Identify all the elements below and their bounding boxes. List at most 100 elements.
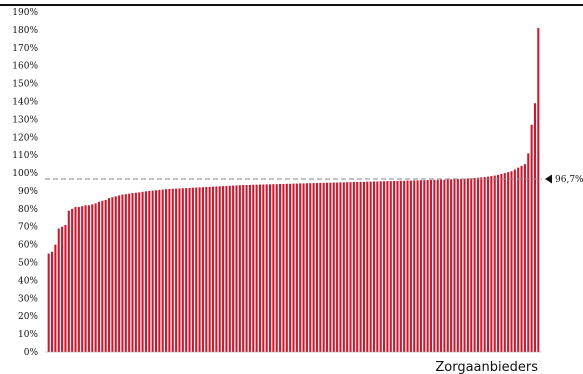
y-axis-ticks: 0% 10% 20% 30% 40% 50% 60% 70% 80% 90% 100% 110% 120… bbox=[12, 8, 38, 358]
bar bbox=[198, 187, 201, 352]
bar bbox=[416, 180, 419, 352]
bar bbox=[84, 205, 87, 352]
bar bbox=[165, 189, 168, 352]
bar bbox=[453, 179, 456, 352]
bar bbox=[513, 169, 516, 352]
bar bbox=[61, 226, 64, 352]
bar bbox=[429, 180, 433, 352]
bar bbox=[255, 184, 258, 352]
bar bbox=[527, 153, 530, 352]
y-tick-label: 110% bbox=[12, 151, 38, 161]
y-tick-label: 0% bbox=[24, 348, 39, 358]
bar bbox=[272, 184, 275, 352]
bar bbox=[369, 181, 372, 352]
y-tick-label: 90% bbox=[18, 187, 38, 197]
bar bbox=[403, 180, 406, 352]
bar bbox=[326, 182, 329, 352]
bar bbox=[275, 184, 278, 352]
bar bbox=[54, 244, 57, 352]
bar bbox=[134, 192, 137, 352]
bar bbox=[386, 181, 389, 352]
bar bbox=[171, 188, 174, 352]
bar bbox=[396, 180, 399, 352]
bar bbox=[104, 199, 107, 352]
bar bbox=[211, 186, 215, 352]
bar bbox=[285, 183, 288, 352]
bar bbox=[517, 167, 520, 352]
bar bbox=[238, 185, 241, 352]
bar bbox=[450, 179, 453, 352]
bar bbox=[265, 184, 268, 352]
bar bbox=[443, 179, 446, 352]
bar bbox=[322, 182, 325, 352]
bar bbox=[510, 171, 513, 352]
y-tick-label: 50% bbox=[18, 259, 38, 269]
y-tick-label: 130% bbox=[12, 115, 38, 125]
bar bbox=[456, 178, 459, 352]
bar bbox=[379, 181, 382, 352]
y-tick-label: 30% bbox=[18, 294, 38, 304]
bar bbox=[71, 208, 74, 352]
bar bbox=[154, 190, 158, 352]
reference-arrow-icon bbox=[545, 174, 552, 184]
bar bbox=[419, 180, 422, 352]
bar bbox=[131, 193, 134, 352]
bar bbox=[483, 176, 486, 352]
bar bbox=[208, 186, 211, 352]
bar bbox=[352, 182, 355, 352]
bar bbox=[490, 176, 493, 352]
bar bbox=[282, 183, 285, 352]
bar bbox=[520, 165, 523, 352]
bar bbox=[339, 182, 342, 352]
bar bbox=[346, 182, 349, 352]
bar bbox=[118, 195, 121, 352]
bar bbox=[315, 183, 319, 352]
bar bbox=[195, 187, 198, 352]
bar bbox=[168, 188, 171, 352]
bar bbox=[486, 176, 490, 352]
y-tick-label: 70% bbox=[18, 223, 38, 233]
bar bbox=[185, 188, 188, 352]
bar bbox=[302, 183, 305, 352]
bar bbox=[50, 251, 54, 352]
bar bbox=[178, 188, 181, 352]
bar bbox=[161, 189, 164, 352]
bar bbox=[188, 187, 191, 352]
bar bbox=[500, 173, 503, 352]
bar bbox=[476, 177, 479, 352]
bar bbox=[399, 180, 402, 352]
bar bbox=[252, 184, 255, 352]
bar bbox=[389, 181, 392, 352]
bar bbox=[332, 182, 335, 352]
bar bbox=[191, 187, 194, 352]
bar bbox=[64, 224, 67, 352]
bar bbox=[101, 200, 104, 352]
bar bbox=[205, 187, 208, 352]
bar bbox=[493, 175, 496, 352]
bar bbox=[141, 191, 144, 352]
bar bbox=[235, 185, 238, 352]
bar bbox=[218, 186, 221, 352]
bar bbox=[507, 172, 510, 352]
bars bbox=[47, 28, 540, 353]
bar bbox=[356, 182, 359, 352]
bar bbox=[473, 178, 476, 352]
bar bbox=[537, 28, 540, 353]
bar bbox=[533, 103, 537, 352]
bar bbox=[329, 182, 332, 352]
bar bbox=[124, 194, 127, 352]
bar bbox=[279, 183, 282, 352]
bar bbox=[463, 178, 466, 352]
bar bbox=[503, 173, 506, 352]
bar bbox=[349, 182, 352, 352]
bar bbox=[114, 196, 117, 352]
bar bbox=[128, 193, 131, 352]
y-tick-label: 100% bbox=[12, 169, 38, 179]
bar bbox=[67, 210, 70, 352]
bar bbox=[87, 205, 90, 352]
bar bbox=[248, 184, 251, 352]
bar bbox=[111, 197, 114, 352]
bar bbox=[305, 183, 308, 352]
bar bbox=[440, 179, 443, 352]
bar bbox=[336, 182, 339, 352]
